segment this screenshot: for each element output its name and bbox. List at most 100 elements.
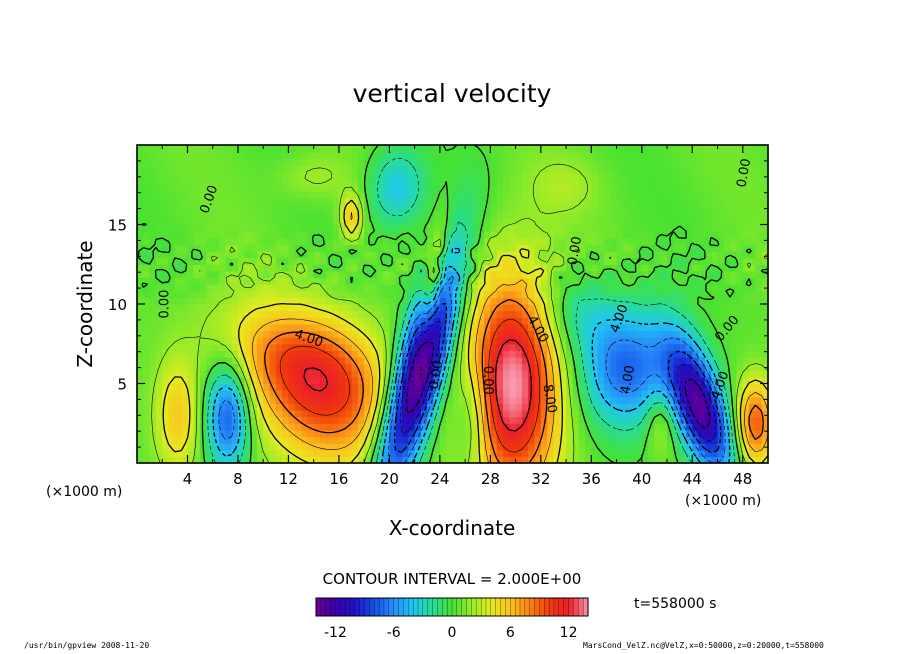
heatmap-cell [603,211,611,219]
heatmap-cell [313,396,321,404]
heatmap-cell [496,317,504,325]
heatmap-cell [591,323,599,332]
heatmap-cell [515,284,523,292]
heatmap-cell [585,171,592,179]
heatmap-cell [200,436,208,444]
heatmap-cell [155,317,163,325]
heatmap-cell [496,145,504,153]
heatmap-cell [408,224,416,232]
heatmap-cell [635,270,643,279]
heatmap-cell [597,429,605,438]
heatmap-cell [654,231,662,239]
heatmap-cell [263,184,271,192]
heatmap-cell [212,297,220,305]
heatmap-cell [502,164,510,173]
heatmap-cell [275,244,283,252]
heatmap-cell [490,443,498,451]
heatmap-cell [648,277,656,285]
heatmap-cell [755,317,763,325]
heatmap-cell [635,343,643,351]
heatmap-cell [383,145,390,153]
heatmap-cell [219,423,226,431]
heatmap-cell [559,337,567,345]
heatmap-cell [484,337,491,345]
heatmap-cell [496,396,504,404]
heatmap-cell [256,257,264,265]
heatmap-cell [351,410,359,418]
heatmap-cell [452,251,460,259]
heatmap-cell [452,443,460,451]
heatmap-cell [458,290,466,298]
heatmap-cell [256,370,264,378]
heatmap-cell [219,231,226,239]
heatmap-cell [137,350,144,358]
heatmap-cell [648,363,656,371]
heatmap-cell [458,443,466,451]
heatmap-cell [484,376,491,385]
heatmap-cell [685,297,693,305]
heatmap-cell [484,363,491,371]
heatmap-cell [181,251,189,259]
heatmap-cell [572,429,580,438]
heatmap-cell [452,158,460,166]
heatmap-cell [256,244,264,252]
heatmap-cell [679,350,687,358]
heatmap-cell [263,244,271,252]
heatmap-cell [452,456,460,464]
colorbar-swatch [490,597,497,617]
heatmap-cell [439,198,447,206]
heatmap-cell [585,297,592,305]
heatmap-cell [711,297,719,305]
heatmap-cell [433,429,441,438]
heatmap-cell [200,357,208,365]
heatmap-cell [755,403,763,411]
heatmap-cell [200,310,208,318]
heatmap-cell [534,396,542,404]
heatmap-cell [553,191,561,199]
heatmap-cell [206,184,214,192]
heatmap-cell [711,251,719,259]
heatmap-cell [515,178,523,186]
heatmap-cell [193,164,201,173]
colorbar-swatch [378,597,385,617]
heatmap-cell [723,264,731,272]
heatmap-cell [502,244,510,252]
heatmap-cell [597,403,605,411]
heatmap-cell [679,184,687,192]
heatmap-cell [275,423,283,431]
heatmap-cell [263,443,271,451]
heatmap-cell [610,184,618,192]
heatmap-cell [225,257,233,265]
heatmap-cell [395,264,403,272]
heatmap-cell [414,337,422,345]
heatmap-cell [256,396,264,404]
heatmap-cell [269,211,277,219]
heatmap-cell [370,151,378,159]
heatmap-cell [414,310,422,318]
heatmap-cell [742,343,750,351]
heatmap-cell [149,184,157,192]
heatmap-cell [711,217,719,226]
heatmap-cell [667,151,674,159]
heatmap-cell [181,171,189,179]
heatmap-cell [439,178,447,186]
heatmap-cell [427,171,435,179]
heatmap-cell [326,376,334,385]
heatmap-cell [717,297,725,305]
heatmap-cell [345,310,353,318]
heatmap-cell [395,191,403,199]
heatmap-cell [490,251,498,259]
heatmap-cell [458,436,466,444]
heatmap-cell [206,171,214,179]
heatmap-cell [692,217,700,226]
heatmap-cell [521,178,529,186]
heatmap-cell [357,323,365,332]
heatmap-cell [446,204,454,212]
heatmap-cell [685,429,693,438]
heatmap-cell [351,145,359,153]
heatmap-cell [553,171,561,179]
heatmap-cell [749,323,756,332]
heatmap-cell [143,244,151,252]
heatmap-cell [389,416,397,424]
heatmap-cell [667,270,674,279]
